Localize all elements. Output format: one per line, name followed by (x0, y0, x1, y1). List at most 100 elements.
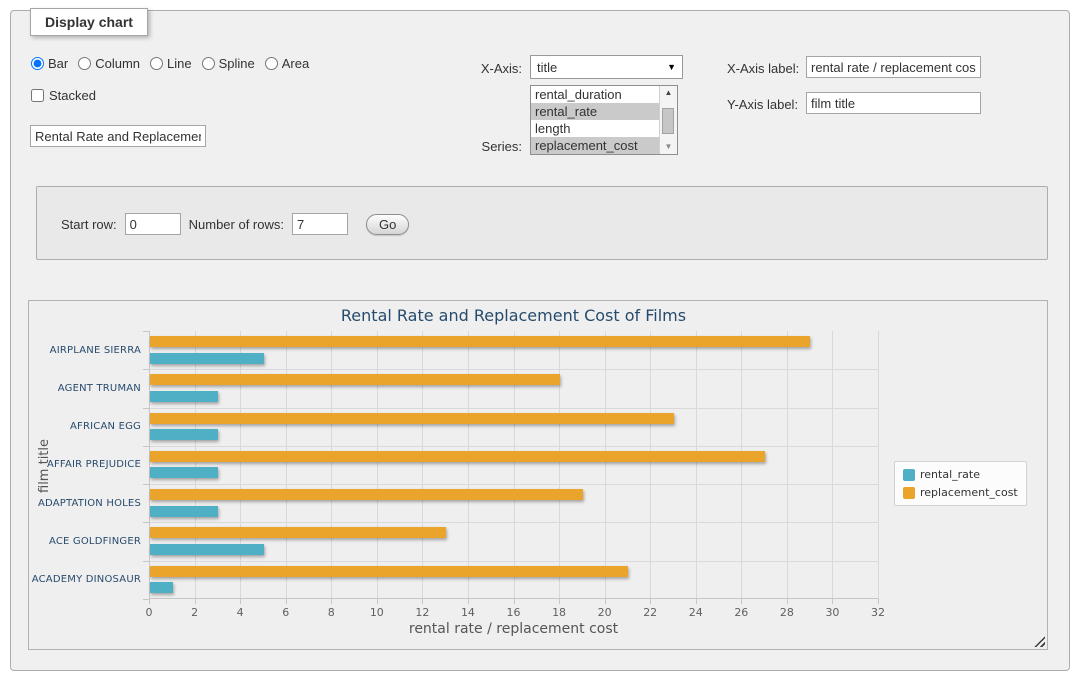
chart-type-line[interactable]: Line (150, 56, 192, 71)
chart-type-spline[interactable]: Spline (201, 56, 255, 71)
x-axis-tick (467, 599, 469, 604)
series-option-rental_rate[interactable]: rental_rate (531, 103, 659, 120)
scroll-up-icon[interactable]: ▲ (664, 88, 673, 97)
x-axis-tick (194, 599, 196, 604)
x-axis-tick (786, 599, 788, 604)
listbox-scrollbar[interactable]: ▲ ▼ (659, 86, 677, 154)
stacked-checkbox-row[interactable]: Stacked (31, 88, 96, 103)
chart-x-axis-title: rental rate / replacement cost (408, 621, 619, 637)
x-axis-select[interactable]: title ▼ (530, 55, 683, 79)
legend-item-rental_rate[interactable]: rental_rate (903, 468, 1018, 481)
gridline-vertical (240, 331, 242, 599)
gridline-horizontal (149, 407, 878, 409)
x-tick-label: 18 (552, 606, 567, 619)
bar-replacement_cost[interactable] (150, 412, 674, 424)
gridline-vertical (467, 331, 469, 599)
chart-type-radio-line[interactable] (150, 57, 164, 70)
series-option-rental_duration[interactable]: rental_duration (535, 87, 622, 102)
x-axis-tick (240, 599, 242, 604)
legend-swatch-icon (903, 468, 915, 481)
x-axis-tick (149, 599, 150, 604)
x-tick-label: 0 (145, 606, 153, 619)
x-tick-label: 16 (506, 606, 521, 619)
gridline-vertical (650, 331, 652, 599)
x-tick-label: 28 (779, 606, 794, 619)
x-axis-title-input[interactable] (806, 56, 981, 78)
chart-type-radio-column[interactable] (78, 57, 92, 70)
resize-handle-icon[interactable] (1034, 636, 1045, 647)
category-label: AGENT TRUMAN (57, 382, 141, 394)
category-label: AFRICAN EGG (70, 421, 141, 433)
series-option-replacement_cost[interactable]: replacement_cost (531, 137, 659, 154)
y-axis-title-input[interactable] (806, 92, 981, 114)
x-axis-tick (741, 599, 743, 604)
chart-type-bar[interactable]: Bar (31, 56, 68, 71)
x-tick-label: 26 (734, 606, 749, 619)
scroll-down-icon[interactable]: ▼ (664, 142, 673, 151)
chart-type-label: Line (167, 56, 192, 71)
bar-rental_rate[interactable] (150, 467, 219, 479)
gridline-horizontal (149, 369, 878, 371)
category-labels: AIRPLANE SIERRA AGENT TRUMAN AFRICAN EGG AF… (29, 331, 141, 599)
bar-rental_rate[interactable] (150, 390, 219, 402)
number-of-rows-input[interactable] (292, 213, 348, 235)
x-tick-label: 24 (688, 606, 703, 619)
x-axis-tick (832, 599, 834, 604)
series-option-length[interactable]: length (535, 121, 571, 136)
series-options: rental_duration rental_rate length replacem… (531, 86, 659, 154)
bar-replacement_cost[interactable] (150, 527, 446, 539)
legend-item-replacement_cost[interactable]: replacement_cost (903, 486, 1018, 499)
y-axis-tick (143, 522, 149, 524)
x-axis-tick (513, 599, 515, 604)
chart-type-label: Area (281, 56, 310, 71)
scrollbar-thumb[interactable] (662, 108, 674, 134)
x-axis-tick (331, 599, 333, 604)
bar-rental_rate[interactable] (150, 543, 264, 555)
x-tick-label: 10 (369, 606, 384, 619)
chart-type-label: Column (95, 56, 141, 71)
x-axis-tick (650, 599, 652, 604)
bar-rental_rate[interactable] (150, 505, 219, 517)
start-row-input[interactable] (124, 213, 181, 235)
fieldset-legend: Display chart (30, 8, 148, 36)
bar-replacement_cost[interactable] (150, 565, 629, 577)
category-label: ACE GOLDFINGER (48, 536, 141, 548)
category-label: ACADEMY DINOSAUR (31, 574, 141, 586)
gridline-vertical (695, 331, 697, 599)
y-axis-tick (143, 599, 149, 600)
stacked-checkbox[interactable] (31, 89, 44, 102)
chart-panel: Rental Rate and Replacement Cost of Film… (28, 300, 1048, 650)
series-listbox[interactable]: rental_duration rental_rate length replacem… (530, 85, 678, 155)
x-axis-title-label: X-Axis label: (727, 61, 800, 76)
x-tick-label: 14 (460, 606, 475, 619)
x-axis-tick (604, 599, 606, 604)
gridline-horizontal (149, 522, 878, 524)
stacked-label: Stacked (49, 88, 96, 103)
bar-rental_rate[interactable] (150, 582, 173, 594)
chart-type-radio-spline[interactable] (201, 57, 215, 70)
series-listbox-label: Series: (481, 139, 522, 154)
bar-rental_rate[interactable] (150, 352, 264, 364)
bar-replacement_cost[interactable] (150, 489, 583, 501)
gridline-vertical (786, 331, 788, 599)
chart-type-area[interactable]: Area (264, 56, 310, 71)
chart-type-radio-bar[interactable] (31, 57, 44, 70)
x-tick-label: 12 (415, 606, 430, 619)
x-axis-tick (376, 599, 378, 604)
y-axis-title-label: Y-Axis label: (727, 97, 799, 112)
x-tick-label: 22 (643, 606, 658, 619)
bar-rental_rate[interactable] (150, 429, 219, 441)
chart-type-radio-area[interactable] (264, 57, 278, 70)
chart-title-input[interactable] (30, 125, 206, 147)
y-axis-tick (143, 445, 149, 447)
go-button[interactable]: Go (366, 213, 410, 235)
x-axis-tick (559, 599, 561, 604)
start-row-label: Start row: (61, 216, 117, 232)
chevron-down-icon: ▼ (667, 62, 676, 72)
bar-replacement_cost[interactable] (150, 450, 765, 462)
bar-replacement_cost[interactable] (150, 336, 811, 347)
bar-replacement_cost[interactable] (150, 374, 560, 386)
gridline-horizontal (149, 560, 878, 562)
y-axis-tick (143, 407, 149, 409)
chart-type-column[interactable]: Column (78, 56, 140, 71)
